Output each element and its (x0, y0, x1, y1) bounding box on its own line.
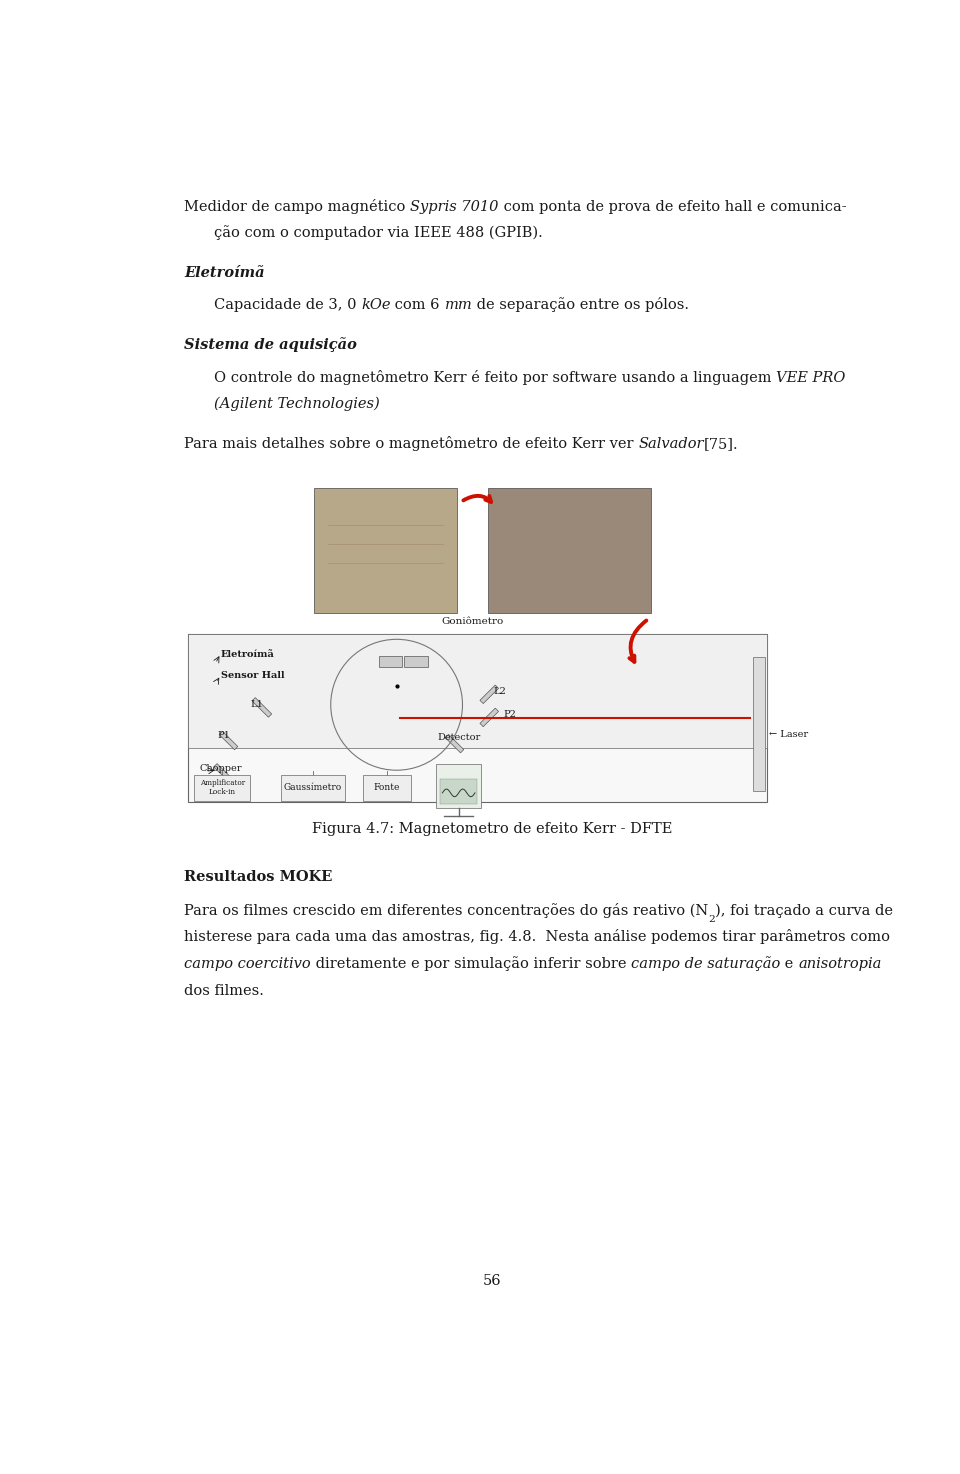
Bar (480, 685, 498, 703)
Text: diretamente e por simulação inferir sobre: diretamente e por simulação inferir sobr… (311, 957, 631, 971)
Bar (219, 731, 238, 750)
Bar (488, 488, 651, 613)
Text: e: e (780, 958, 798, 971)
Text: Capacidade de 3, 0: Capacidade de 3, 0 (214, 298, 361, 312)
Bar (363, 775, 411, 800)
Text: dos filmes.: dos filmes. (184, 985, 264, 998)
Text: Fonte: Fonte (373, 783, 399, 793)
Text: campo coercitivo: campo coercitivo (184, 958, 311, 971)
Text: com 6: com 6 (391, 298, 444, 312)
Bar (252, 697, 272, 718)
Bar (445, 734, 464, 753)
Bar (379, 656, 402, 666)
Bar (194, 775, 251, 800)
Bar (188, 634, 767, 749)
Text: Eletroímã: Eletroímã (221, 650, 275, 659)
Bar (404, 656, 427, 666)
Text: mm: mm (444, 298, 472, 312)
Text: de separação entre os pólos.: de separação entre os pólos. (472, 298, 689, 312)
Text: Para mais detalhes sobre o magnetômetro de efeito Kerr ver: Para mais detalhes sobre o magnetômetro … (184, 436, 638, 451)
Text: Resultados MOKE: Resultados MOKE (184, 870, 333, 883)
Text: ), foi traçado a curva de: ), foi traçado a curva de (715, 904, 894, 917)
Bar (214, 764, 232, 783)
Text: P1: P1 (218, 731, 230, 740)
Bar (188, 634, 767, 802)
Bar (436, 764, 481, 808)
Text: campo de saturação: campo de saturação (631, 957, 780, 971)
Text: ção com o computador via IEEE 488 (GPIB).: ção com o computador via IEEE 488 (GPIB)… (214, 226, 542, 240)
Bar (480, 708, 498, 727)
Text: 56: 56 (483, 1274, 501, 1288)
Text: ← Laser: ← Laser (769, 730, 807, 738)
Text: Detector: Detector (438, 733, 481, 741)
Text: 2: 2 (708, 915, 715, 924)
Text: P2: P2 (503, 709, 516, 719)
Text: Gaussímetro: Gaussímetro (284, 783, 342, 793)
Bar (754, 657, 765, 790)
Text: anisotropia: anisotropia (798, 958, 881, 971)
Text: kOe: kOe (361, 298, 391, 312)
Text: Para os filmes crescido em diferentes concentrações do gás reativo (N: Para os filmes crescido em diferentes co… (184, 902, 708, 917)
Text: L2: L2 (493, 687, 506, 696)
Text: Amplificator
Lock-in: Amplificator Lock-in (200, 780, 245, 796)
Text: histerese para cada uma das amostras, fig. 4.8.  Nesta análise podemos tirar par: histerese para cada uma das amostras, fi… (184, 930, 890, 945)
Text: Chopper: Chopper (199, 764, 242, 772)
Text: Eletroímã: Eletroímã (184, 265, 265, 280)
Bar (440, 780, 477, 805)
Text: com ponta de prova de efeito hall e comunica-: com ponta de prova de efeito hall e comu… (498, 200, 847, 214)
Text: Sensor Hall: Sensor Hall (221, 671, 284, 680)
Text: Sypris 7010: Sypris 7010 (410, 200, 498, 214)
Text: VEE PRO: VEE PRO (776, 370, 845, 385)
Text: Medidor de campo magnético: Medidor de campo magnético (184, 199, 410, 214)
Text: Figura 4.7: Magnetometro de efeito Kerr - DFTE: Figura 4.7: Magnetometro de efeito Kerr … (312, 822, 672, 836)
Text: Goniômetro: Goniômetro (442, 616, 504, 625)
Text: Salvador: Salvador (638, 436, 704, 451)
Text: L1: L1 (251, 700, 263, 709)
Bar (281, 775, 345, 800)
Text: O controle do magnetômetro Kerr é feito por software usando a linguagem: O controle do magnetômetro Kerr é feito … (214, 370, 776, 385)
Bar (314, 488, 457, 613)
Text: Sistema de aquisição: Sistema de aquisição (184, 338, 357, 352)
Text: (Agilent Technologies): (Agilent Technologies) (214, 397, 379, 411)
Text: [75].: [75]. (704, 436, 738, 451)
